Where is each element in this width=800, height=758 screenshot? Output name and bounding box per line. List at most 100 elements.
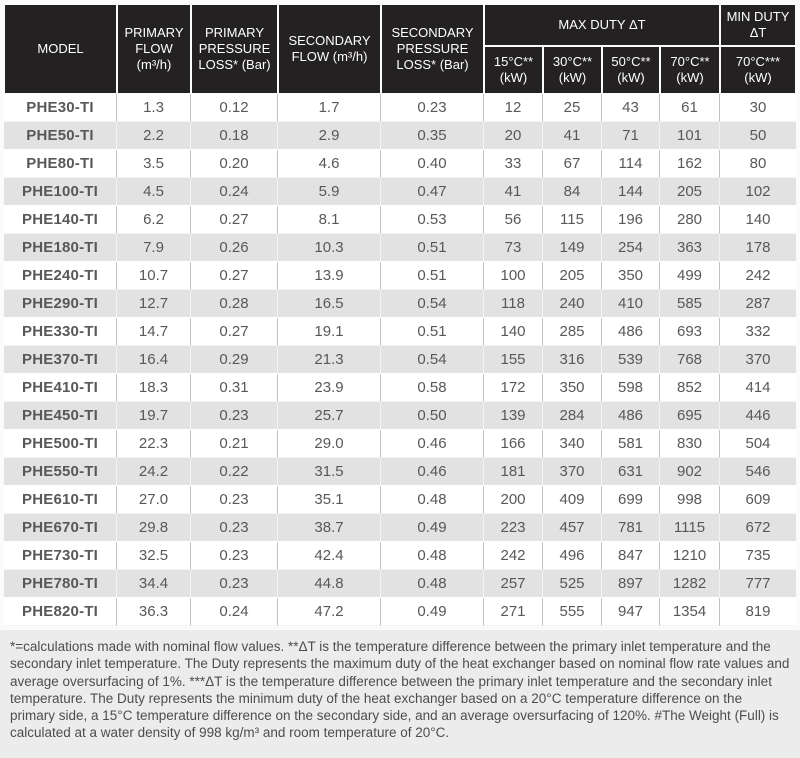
- model-cell: PHE80-TI: [4, 150, 117, 178]
- value-cell: 118: [484, 290, 543, 318]
- value-cell: 693: [660, 318, 720, 346]
- value-cell: 24.2: [117, 458, 191, 486]
- value-cell: 84: [543, 178, 602, 206]
- value-cell: 12.7: [117, 290, 191, 318]
- value-cell: 370: [543, 458, 602, 486]
- value-cell: 830: [660, 430, 720, 458]
- value-cell: 0.50: [381, 402, 484, 430]
- value-cell: 25: [543, 94, 602, 122]
- value-cell: 0.58: [381, 374, 484, 402]
- value-cell: 115: [543, 206, 602, 234]
- table-row: PHE240-TI 10.7 0.27 13.9 0.51 100 205 350 499 242: [4, 262, 796, 290]
- col-header-max-duty-70c: 70°C** (kW): [660, 46, 720, 94]
- value-cell: 0.49: [381, 514, 484, 542]
- value-cell: 0.54: [381, 290, 484, 318]
- value-cell: 29.0: [278, 430, 381, 458]
- value-cell: 56: [484, 206, 543, 234]
- model-cell: PHE290-TI: [4, 290, 117, 318]
- value-cell: 12: [484, 94, 543, 122]
- value-cell: 6.2: [117, 206, 191, 234]
- model-cell: PHE410-TI: [4, 374, 117, 402]
- value-cell: 139: [484, 402, 543, 430]
- value-cell: 38.7: [278, 514, 381, 542]
- value-cell: 280: [660, 206, 720, 234]
- value-cell: 100: [484, 262, 543, 290]
- value-cell: 14.7: [117, 318, 191, 346]
- value-cell: 1115: [660, 514, 720, 542]
- table-row: PHE550-TI 24.2 0.22 31.5 0.46 181 370 631 902 546: [4, 458, 796, 486]
- value-cell: 457: [543, 514, 602, 542]
- value-cell: 525: [543, 570, 602, 598]
- value-cell: 581: [602, 430, 660, 458]
- value-cell: 0.48: [381, 486, 484, 514]
- value-cell: 0.53: [381, 206, 484, 234]
- value-cell: 4.6: [278, 150, 381, 178]
- value-cell: 0.46: [381, 458, 484, 486]
- value-cell: 178: [720, 234, 796, 262]
- value-cell: 7.9: [117, 234, 191, 262]
- model-cell: PHE780-TI: [4, 570, 117, 598]
- value-cell: 73: [484, 234, 543, 262]
- value-cell: 0.27: [191, 318, 278, 346]
- table-row: PHE670-TI 29.8 0.23 38.7 0.49 223 457 781 1115 67…: [4, 514, 796, 542]
- value-cell: 499: [660, 262, 720, 290]
- value-cell: 20: [484, 122, 543, 150]
- value-cell: 242: [484, 542, 543, 570]
- value-cell: 50: [720, 122, 796, 150]
- value-cell: 0.28: [191, 290, 278, 318]
- value-cell: 486: [602, 318, 660, 346]
- value-cell: 16.4: [117, 346, 191, 374]
- value-cell: 0.27: [191, 206, 278, 234]
- model-cell: PHE450-TI: [4, 402, 117, 430]
- value-cell: 781: [602, 514, 660, 542]
- value-cell: 0.48: [381, 542, 484, 570]
- value-cell: 998: [660, 486, 720, 514]
- col-header-max-duty-30c: 30°C** (kW): [543, 46, 602, 94]
- value-cell: 254: [602, 234, 660, 262]
- value-cell: 47.2: [278, 598, 381, 626]
- value-cell: 140: [484, 318, 543, 346]
- value-cell: 42.4: [278, 542, 381, 570]
- value-cell: 695: [660, 402, 720, 430]
- value-cell: 897: [602, 570, 660, 598]
- value-cell: 3.5: [117, 150, 191, 178]
- value-cell: 21.3: [278, 346, 381, 374]
- value-cell: 43: [602, 94, 660, 122]
- model-cell: PHE370-TI: [4, 346, 117, 374]
- value-cell: 102: [720, 178, 796, 206]
- value-cell: 4.5: [117, 178, 191, 206]
- value-cell: 32.5: [117, 542, 191, 570]
- value-cell: 631: [602, 458, 660, 486]
- value-cell: 0.40: [381, 150, 484, 178]
- table-row: PHE50-TI 2.2 0.18 2.9 0.35 20 41 71 101 50: [4, 122, 796, 150]
- value-cell: 181: [484, 458, 543, 486]
- value-cell: 0.26: [191, 234, 278, 262]
- table-row: PHE730-TI 32.5 0.23 42.4 0.48 242 496 847 1210 73…: [4, 542, 796, 570]
- value-cell: 242: [720, 262, 796, 290]
- value-cell: 0.23: [191, 570, 278, 598]
- value-cell: 196: [602, 206, 660, 234]
- value-cell: 409: [543, 486, 602, 514]
- value-cell: 446: [720, 402, 796, 430]
- model-cell: PHE30-TI: [4, 94, 117, 122]
- value-cell: 35.1: [278, 486, 381, 514]
- value-cell: 31.5: [278, 458, 381, 486]
- table-row: PHE410-TI 18.3 0.31 23.9 0.58 172 350 598 852 414: [4, 374, 796, 402]
- table-row: PHE500-TI 22.3 0.21 29.0 0.46 166 340 581 830 504: [4, 430, 796, 458]
- value-cell: 101: [660, 122, 720, 150]
- table-row: PHE290-TI 12.7 0.28 16.5 0.54 118 240 410 585 287: [4, 290, 796, 318]
- model-cell: PHE50-TI: [4, 122, 117, 150]
- phe-spec-table: MODEL PRIMARY FLOW (m³/h) PRIMARY PRESSU…: [4, 4, 796, 626]
- value-cell: 36.3: [117, 598, 191, 626]
- value-cell: 205: [660, 178, 720, 206]
- value-cell: 332: [720, 318, 796, 346]
- table-body: PHE30-TI 1.3 0.12 1.7 0.23 12 25 43 61 30 PHE50-TI…: [4, 94, 796, 626]
- table-row: PHE330-TI 14.7 0.27 19.1 0.51 140 285 486 693 332: [4, 318, 796, 346]
- value-cell: 0.29: [191, 346, 278, 374]
- value-cell: 414: [720, 374, 796, 402]
- value-cell: 504: [720, 430, 796, 458]
- value-cell: 350: [602, 262, 660, 290]
- value-cell: 1.3: [117, 94, 191, 122]
- value-cell: 0.23: [191, 514, 278, 542]
- value-cell: 0.22: [191, 458, 278, 486]
